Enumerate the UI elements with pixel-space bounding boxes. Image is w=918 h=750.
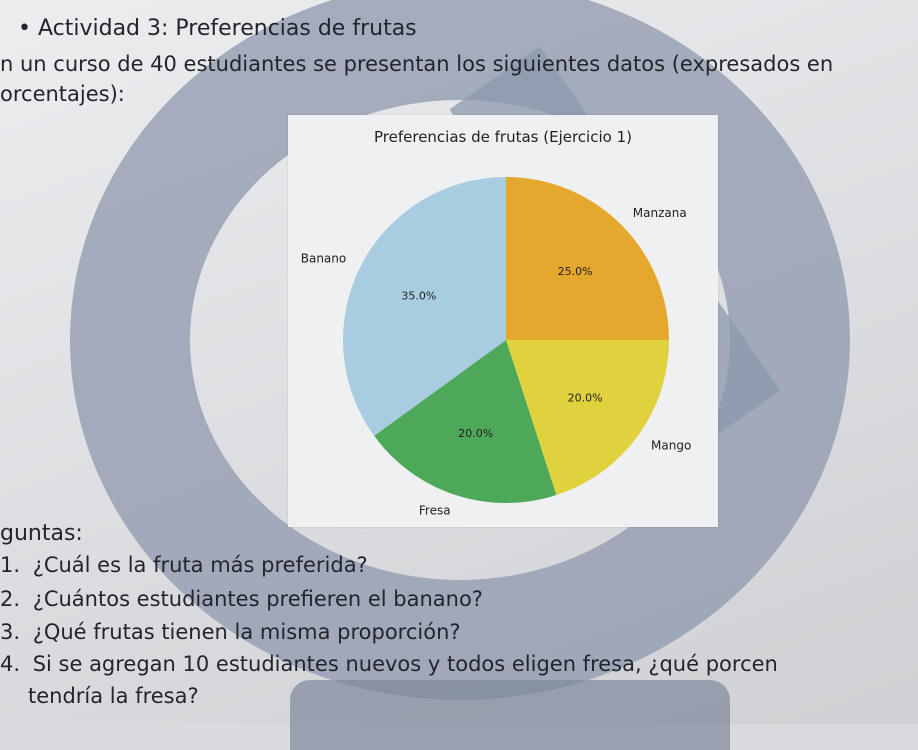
question-4-continuation: tendría la fresa? [28, 684, 199, 708]
intro-text-line-2: orcentajes): [0, 82, 125, 106]
pie-pct-label-mango: 20.0% [568, 391, 603, 404]
activity-heading: • Actividad 3: Preferencias de frutas [18, 16, 417, 41]
question-1: 1. ¿Cuál es la fruta más preferida? [0, 553, 368, 577]
question-number: 4. [0, 652, 21, 676]
pie-slice-manzana [506, 177, 669, 340]
question-3: 3. ¿Qué frutas tienen la misma proporció… [0, 620, 461, 644]
pie-pct-label-manzana: 25.0% [558, 265, 593, 278]
chart-panel: Preferencias de frutas (Ejercicio 1) 25.… [288, 115, 718, 527]
pie-slice-fresa [374, 340, 557, 503]
question-number: 1. [0, 553, 21, 577]
chart-title: Preferencias de frutas (Ejercicio 1) [374, 128, 632, 146]
question-number: 3. [0, 620, 21, 644]
pie-slice-banano [343, 177, 506, 436]
question-text: ¿Cuántos estudiantes prefieren el banano… [32, 587, 483, 611]
pie-pct-label-fresa: 20.0% [458, 427, 493, 440]
question-text: ¿Qué frutas tienen la misma proporción? [32, 620, 461, 644]
intro-text-line-1: n un curso de 40 estudiantes se presenta… [0, 52, 834, 76]
pie-category-label-manzana: Manzana [633, 206, 687, 220]
question-2: 2. ¿Cuántos estudiantes prefieren el ban… [0, 587, 483, 611]
pie-slice-mango [506, 340, 669, 496]
pie-category-label-banano: Banano [301, 252, 347, 266]
pie-category-label-mango: Mango [651, 438, 691, 452]
pie-pct-label-banano: 35.0% [401, 290, 436, 303]
question-text: ¿Cuál es la fruta más preferida? [32, 553, 368, 577]
pie-category-label-fresa: Fresa [419, 504, 451, 518]
pie-chart: Preferencias de frutas (Ejercicio 1) 25.… [301, 128, 692, 518]
questions-heading: guntas: [0, 521, 83, 546]
question-text: Si se agregan 10 estudiantes nuevos y to… [32, 652, 778, 676]
question-number: 2. [0, 587, 21, 611]
question-4: 4. Si se agregan 10 estudiantes nuevos y… [0, 652, 778, 676]
